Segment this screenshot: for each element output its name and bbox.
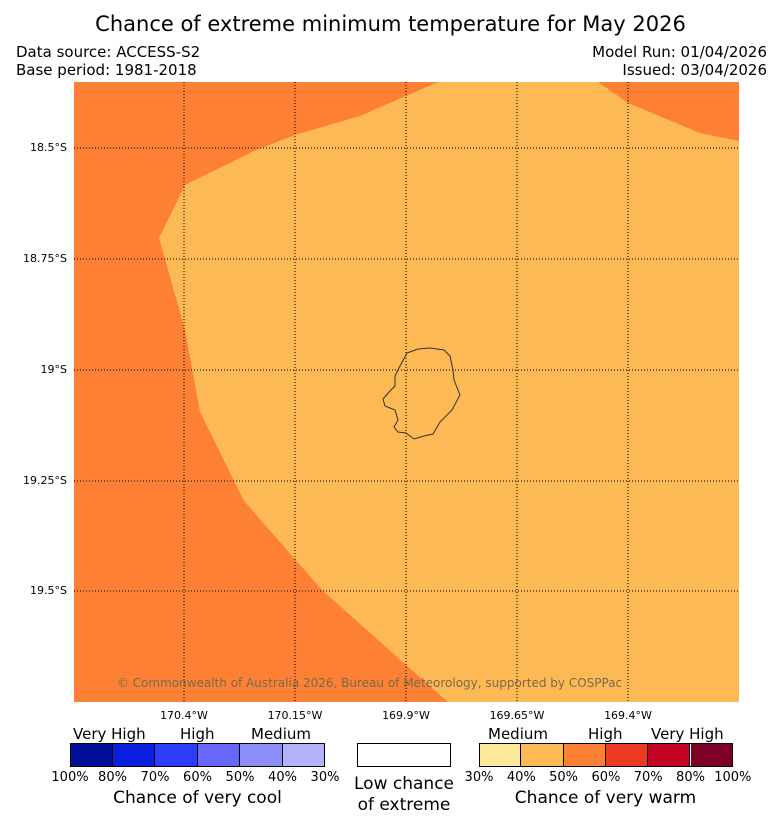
warm-swatch bbox=[563, 743, 606, 767]
cool-swatch bbox=[112, 743, 155, 767]
warm-swatch bbox=[605, 743, 649, 767]
warm-caption: Chance of very warm bbox=[514, 788, 697, 808]
cool-tick-label: 70% bbox=[140, 770, 170, 785]
warm-tick-label: 100% bbox=[714, 770, 752, 785]
longitude-tick-label: 170.4°W bbox=[160, 709, 208, 722]
base-period: Base period: 1981-2018 bbox=[16, 61, 197, 79]
warm-tick-label: 50% bbox=[549, 770, 579, 785]
warm-tick-label: 30% bbox=[464, 770, 494, 785]
issued-date: Issued: 03/04/2026 bbox=[622, 61, 767, 79]
warm-colorbar bbox=[479, 743, 733, 767]
longitude-tick-label: 170.15°W bbox=[267, 709, 323, 722]
page-title: Chance of extreme minimum temperature fo… bbox=[95, 12, 686, 36]
cool-swatch bbox=[155, 743, 198, 767]
warm-level-medium: Medium bbox=[488, 725, 548, 743]
cool-level-very-high: Very High bbox=[73, 725, 146, 743]
warm-tick-label: 40% bbox=[506, 770, 536, 785]
warm-swatch bbox=[648, 743, 691, 767]
cool-caption: Chance of very cool bbox=[113, 788, 282, 808]
warm-tick-label: 60% bbox=[591, 770, 621, 785]
warm-tick-label: 80% bbox=[676, 770, 705, 785]
cool-swatch bbox=[70, 743, 113, 767]
copyright-notice: © Commonwealth of Australia 2026, Bureau… bbox=[116, 676, 623, 690]
latitude-tick-label: 19°S bbox=[40, 363, 67, 376]
cool-tick-label: 50% bbox=[225, 770, 255, 785]
cool-tick-label: 60% bbox=[183, 770, 212, 785]
warm-swatch bbox=[479, 743, 522, 767]
warm-level-very-high: Very High bbox=[651, 725, 724, 743]
cool-tick-label: 40% bbox=[268, 770, 297, 785]
neutral-caption-line2: of extreme bbox=[357, 795, 451, 815]
longitude-tick-label: 169.65°W bbox=[489, 709, 545, 722]
cool-level-medium: Medium bbox=[251, 725, 311, 743]
cool-swatch bbox=[240, 743, 283, 767]
cool-tick-label: 100% bbox=[51, 770, 89, 785]
warm-tick-label: 70% bbox=[633, 770, 663, 785]
cool-colorbar bbox=[70, 743, 325, 767]
latitude-tick-label: 19.5°S bbox=[30, 584, 67, 597]
medium-warm-region bbox=[159, 82, 739, 702]
latitude-tick-label: 18.5°S bbox=[30, 141, 67, 154]
latitude-tick-label: 19.25°S bbox=[23, 474, 67, 487]
data-source: Data source: ACCESS-S2 bbox=[16, 43, 201, 61]
neutral-caption-line1: Low chance bbox=[354, 774, 454, 794]
low-chance-swatch bbox=[357, 743, 451, 767]
cool-level-high: High bbox=[180, 725, 215, 743]
warm-level-high: High bbox=[588, 725, 623, 743]
longitude-tick-label: 169.4°W bbox=[604, 709, 652, 722]
graticule bbox=[74, 82, 739, 702]
cool-swatch bbox=[282, 743, 325, 767]
niue-island-coastline bbox=[382, 347, 461, 440]
longitude-tick-label: 169.9°W bbox=[382, 709, 430, 722]
latitude-tick-label: 18.75°S bbox=[23, 252, 67, 265]
cool-tick-label: 30% bbox=[310, 770, 340, 785]
cool-tick-label: 80% bbox=[98, 770, 127, 785]
warm-swatch bbox=[521, 743, 564, 767]
model-run: Model Run: 01/04/2026 bbox=[592, 43, 767, 61]
cool-swatch bbox=[197, 743, 240, 767]
